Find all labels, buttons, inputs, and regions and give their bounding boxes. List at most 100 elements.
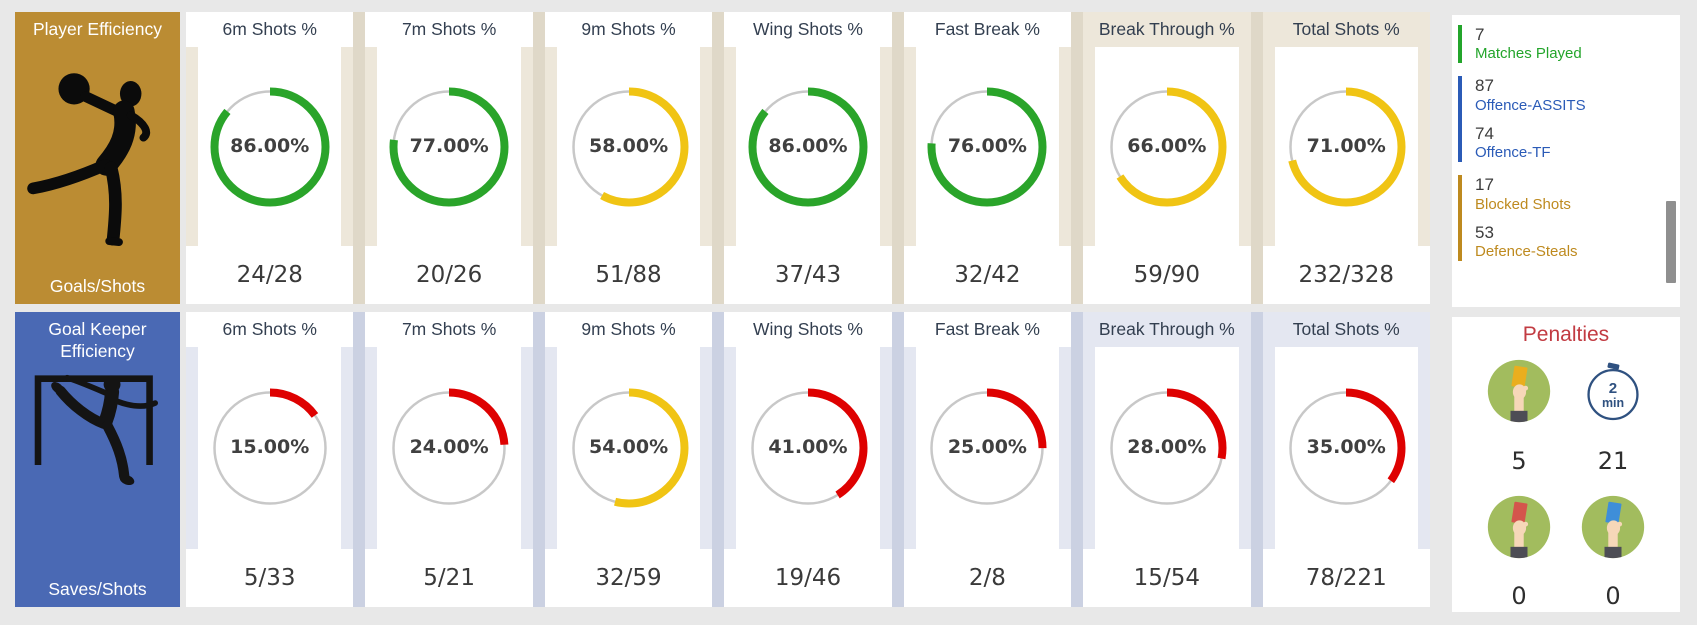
- donut-gauge[interactable]: [207, 84, 333, 210]
- gauge-panel: 58.00%: [556, 47, 701, 246]
- kpi-color-bar: [1458, 175, 1462, 261]
- gauge-percent-label: 58.00%: [588, 134, 669, 157]
- donut-gauge[interactable]: [566, 84, 692, 210]
- two-min-timer-icon: 2 min: [1581, 357, 1645, 430]
- kpi-group: 7 Matches Played: [1458, 25, 1680, 64]
- gauge-percent-label: 86.00%: [768, 134, 848, 157]
- gauge-card: 9m Shots % 58.00% 51/88: [544, 12, 713, 304]
- gauge-card: 6m Shots % 86.00% 24/28: [186, 12, 354, 304]
- goalkeeper-icon: [23, 363, 173, 505]
- gauge-card-title: Break Through %: [1083, 312, 1251, 347]
- gauge-card: 7m Shots % 24.00% 5/21: [365, 312, 533, 607]
- kpi-scrollbar[interactable]: [1666, 201, 1676, 283]
- gauge-card-title: Wing Shots %: [724, 12, 892, 47]
- gauge-percent-label: 35.00%: [1306, 436, 1386, 459]
- kpi-item[interactable]: 87 Offence-ASSITS: [1475, 76, 1586, 114]
- gauge-percent-label: 77.00%: [409, 134, 489, 157]
- donut-gauge[interactable]: [1104, 84, 1230, 210]
- gauge-fraction-label: 232/328: [1262, 246, 1430, 304]
- player-efficiency-panel: Player Efficiency Goals/Shots: [15, 12, 180, 304]
- svg-text:min: min: [1602, 396, 1624, 410]
- gauge-fraction-label: 15/54: [1083, 549, 1251, 607]
- penalty-count: 5: [1511, 447, 1527, 475]
- gauge-card: Wing Shots % 41.00% 19/46: [724, 312, 892, 607]
- donut-gauge[interactable]: [386, 84, 512, 210]
- penalty-count: 21: [1597, 447, 1629, 475]
- player-panel-footer: Goals/Shots: [49, 276, 146, 296]
- donut-gauge[interactable]: [1104, 385, 1230, 511]
- gauge-card: Break Through % 66.00% 59/90: [1083, 12, 1251, 304]
- donut-gauge[interactable]: [207, 385, 333, 511]
- gauge-zone: 25.00%: [903, 347, 1072, 549]
- gauge-zone: 58.00%: [544, 47, 713, 246]
- gauge-zone: 15.00%: [186, 347, 354, 549]
- kpi-panel: 7 Matches Played 87 Offence-ASSITS 74 Offence…: [1452, 15, 1680, 307]
- kpi-value: 53: [1475, 222, 1494, 242]
- gauge-panel: 66.00%: [1095, 47, 1239, 246]
- kpi-item[interactable]: 74 Offence-TF: [1475, 124, 1586, 162]
- player-gauge-row: 6m Shots % 86.00% 24/28 7m Shots % 77.00…: [186, 12, 1430, 304]
- gauge-card: Total Shots % 35.00% 78/221: [1262, 312, 1430, 607]
- gauge-card: Wing Shots % 86.00% 37/43: [724, 12, 892, 304]
- player-panel-title: Player Efficiency: [32, 19, 163, 39]
- donut-gauge[interactable]: [745, 385, 871, 511]
- donut-gauge[interactable]: [386, 385, 512, 511]
- gauge-zone: 86.00%: [724, 47, 892, 246]
- gauge-card-title: Fast Break %: [903, 12, 1072, 47]
- donut-gauge[interactable]: [745, 84, 871, 210]
- donut-gauge[interactable]: [924, 385, 1050, 511]
- goal-frame-shape: [34, 375, 153, 465]
- gauge-card: Total Shots % 71.00% 232/328: [1262, 12, 1430, 304]
- gauge-card-title: 6m Shots %: [186, 312, 354, 347]
- gauge-fraction-label: 78/221: [1262, 549, 1430, 607]
- kpi-item[interactable]: 7 Matches Played: [1475, 25, 1582, 63]
- kpi-label: Defence-Steals: [1475, 242, 1578, 260]
- gauge-card-title: Fast Break %: [903, 312, 1072, 347]
- kpi-value: 74: [1475, 123, 1494, 143]
- keeper-panel-title: Goal Keeper Efficiency: [48, 319, 147, 361]
- kpi-group: 17 Blocked Shots 53 Defence-Steals: [1458, 175, 1680, 261]
- gauge-card-title: 7m Shots %: [365, 312, 533, 347]
- gauge-panel: 77.00%: [377, 47, 521, 246]
- gauge-panel: 35.00%: [1274, 347, 1418, 549]
- gauge-panel: 76.00%: [915, 47, 1060, 246]
- gauge-fraction-label: 51/88: [544, 246, 713, 304]
- donut-gauge[interactable]: [1283, 385, 1409, 511]
- gauge-card-title: Total Shots %: [1262, 12, 1430, 47]
- gauge-panel: 25.00%: [915, 347, 1060, 549]
- gauge-card: 7m Shots % 77.00% 20/26: [365, 12, 533, 304]
- gauge-percent-label: 66.00%: [1127, 134, 1207, 157]
- penalties-panel: Penalties 2 min 5 21 0 0: [1452, 317, 1680, 612]
- gauge-card: Fast Break % 25.00% 2/8: [903, 312, 1072, 607]
- gauge-panel: 41.00%: [736, 347, 880, 549]
- gauge-fraction-label: 5/33: [186, 549, 354, 607]
- blue-card-icon: [1579, 493, 1647, 566]
- kpi-group: 87 Offence-ASSITS 74 Offence-TF: [1458, 76, 1680, 163]
- donut-gauge[interactable]: [566, 385, 692, 511]
- kpi-value: 87: [1475, 76, 1494, 96]
- gauge-zone: 76.00%: [903, 47, 1072, 246]
- red-card-icon: [1485, 493, 1553, 566]
- kpi-color-bar: [1458, 76, 1462, 163]
- donut-gauge[interactable]: [924, 84, 1050, 210]
- gauge-zone: 24.00%: [365, 347, 533, 549]
- gauge-panel: 54.00%: [556, 347, 701, 549]
- gauge-percent-label: 28.00%: [1127, 436, 1207, 459]
- gauge-fraction-label: 2/8: [903, 549, 1072, 607]
- kpi-value: 17: [1475, 175, 1494, 195]
- gauge-fraction-label: 19/46: [724, 549, 892, 607]
- gauge-zone: 41.00%: [724, 347, 892, 549]
- gauge-zone: 35.00%: [1262, 347, 1430, 549]
- kpi-label: Offence-TF: [1475, 144, 1551, 162]
- gauge-card: Break Through % 28.00% 15/54: [1083, 312, 1251, 607]
- penalties-grid: 2 min 5 21 0 0: [1452, 355, 1680, 625]
- donut-gauge[interactable]: [1283, 84, 1409, 210]
- kpi-item[interactable]: 53 Defence-Steals: [1475, 223, 1578, 261]
- gauge-card: 9m Shots % 54.00% 32/59: [544, 312, 713, 607]
- gauge-panel: 15.00%: [198, 347, 342, 549]
- goalkeeper-efficiency-panel: Goal Keeper Efficiency Saves/Shots: [15, 312, 180, 607]
- kpi-label: Blocked Shots: [1475, 195, 1571, 213]
- handball-player-icon: [24, 41, 172, 246]
- kpi-item[interactable]: 17 Blocked Shots: [1475, 175, 1578, 213]
- gauge-percent-label: 86.00%: [230, 134, 310, 157]
